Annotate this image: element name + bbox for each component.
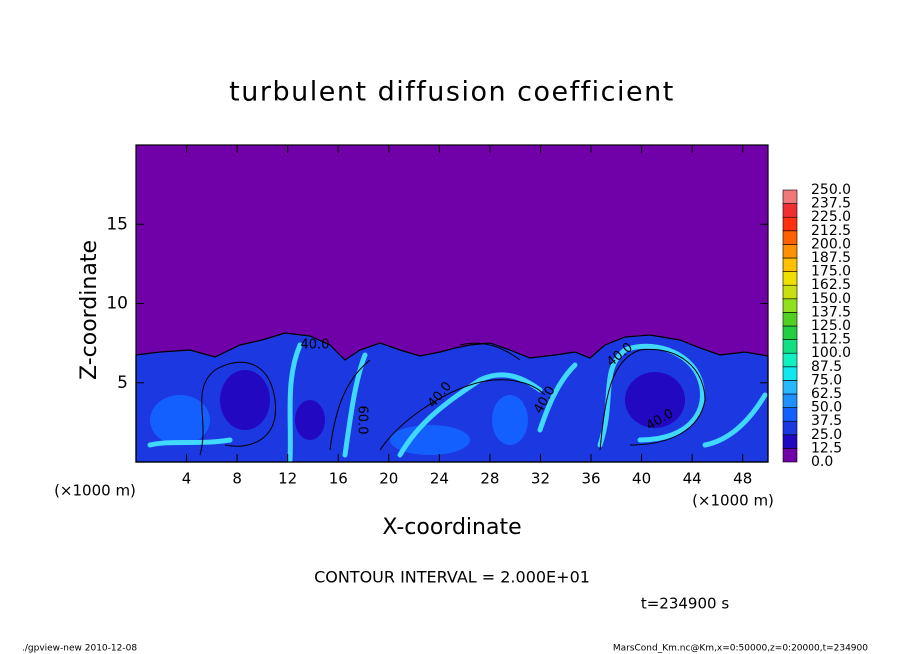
y-tick-label: 10 [106, 294, 128, 314]
colorbar-label: 112.5 [811, 332, 851, 348]
colorbar-segment [782, 271, 798, 286]
x-tick-label: 4 [182, 470, 192, 488]
x-tick-label: 28 [480, 470, 499, 488]
colorbar-label: 200.0 [811, 236, 851, 252]
colorbar-label: 150.0 [811, 291, 851, 307]
colorbar-segment [782, 298, 798, 313]
footer-right: MarsCond_Km.nc@Km,x=0:50000,z=0:20000,t=… [613, 644, 868, 654]
y-tick-label: 5 [117, 373, 128, 393]
colorbar-segment [782, 312, 798, 327]
colorbar-segment [782, 189, 798, 204]
colorbar-label: 225.0 [811, 209, 851, 225]
colorbar-label: 50.0 [811, 400, 842, 416]
x-tick-label: 40 [632, 470, 651, 488]
contour-field [135, 145, 769, 463]
contour-label: 40.0 [301, 338, 330, 353]
colorbar-segment [782, 284, 798, 300]
colorbar-segment [782, 380, 798, 395]
colorbar-segment [782, 448, 798, 463]
y-axis-label: Z-coordinate [77, 240, 102, 380]
colorbar-label: 237.5 [811, 196, 851, 212]
x-tick-label: 48 [733, 470, 752, 488]
colorbar-label: 62.5 [811, 386, 842, 402]
colorbar-segment [782, 203, 798, 218]
colorbar-label: 12.5 [811, 440, 842, 456]
colorbar-label: 137.5 [811, 304, 851, 320]
colorbar-label: 125.0 [811, 318, 851, 334]
colorbar-segment [782, 366, 798, 381]
x-tick-label: 20 [379, 470, 398, 488]
x-tick-label: 32 [531, 470, 550, 488]
colorbar-label: 175.0 [811, 264, 851, 280]
colorbar-label: 212.5 [811, 223, 851, 239]
x-axis-label: X-coordinate [382, 515, 521, 540]
colorbar-segment [782, 216, 798, 232]
colorbar-segment [782, 339, 798, 354]
colorbar-label: 187.5 [811, 250, 851, 266]
time-label: t=234900 s [641, 595, 729, 613]
colorbar-segment [782, 420, 798, 436]
contour-interval: CONTOUR INTERVAL = 2.000E+01 [314, 568, 590, 587]
colorbar-label: 250.0 [811, 182, 851, 198]
colorbar-label: 37.5 [811, 413, 842, 429]
x-tick-label: 16 [329, 470, 348, 488]
colorbar-segment [782, 257, 798, 272]
colorbar-label: 75.0 [811, 372, 842, 388]
colorbar-segment [782, 434, 798, 449]
x-unit-label: (×1000 m) [692, 492, 774, 510]
colorbar-segment [782, 393, 798, 408]
footer-left: ./gpview-new 2010-12-08 [22, 644, 137, 654]
chart-title: turbulent diffusion coefficient [229, 77, 675, 108]
colorbar-label: 162.5 [811, 277, 851, 293]
colorbar-label: 25.0 [811, 427, 842, 443]
y-tick-label: 15 [106, 214, 128, 234]
contour-label: 60.0 [355, 406, 370, 435]
x-tick-label: 12 [278, 470, 297, 488]
colorbar-segment [782, 230, 798, 245]
colorbar-label: 87.5 [811, 359, 842, 375]
colorbar-segment [782, 352, 798, 368]
x-unit-label: (×1000 m) [54, 482, 136, 500]
colorbar-segment [782, 244, 798, 259]
x-tick-label: 44 [683, 470, 702, 488]
colorbar-segment [782, 325, 798, 340]
colorbar-segment [782, 407, 798, 422]
x-tick-label: 8 [232, 470, 242, 488]
x-tick-label: 36 [581, 470, 600, 488]
x-tick-label: 24 [430, 470, 449, 488]
colorbar-label: 0.0 [811, 454, 833, 470]
colorbar-label: 100.0 [811, 345, 851, 361]
